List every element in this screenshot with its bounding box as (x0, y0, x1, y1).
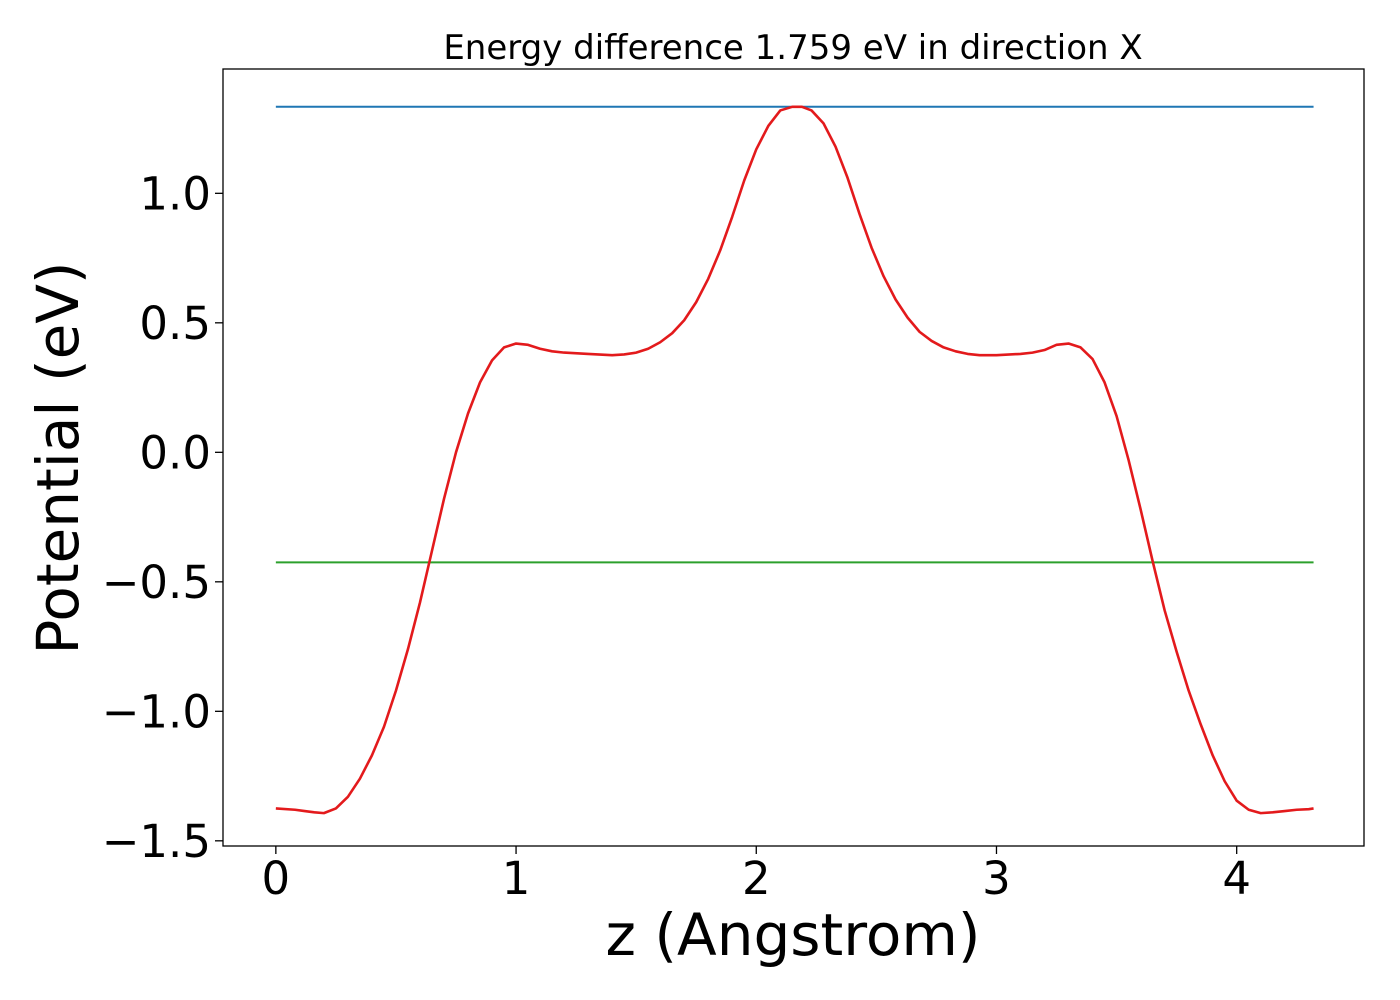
series-line-3 (275, 105, 1314, 815)
x-tick-label: 2 (742, 852, 771, 905)
x-axis-ticks: 0 1 2 3 4 (262, 846, 1251, 905)
x-tick-label: 4 (1222, 852, 1251, 905)
y-tick-label: 0.5 (139, 297, 211, 350)
x-tick-label: 1 (502, 852, 531, 905)
y-tick-label: 1.0 (139, 167, 211, 220)
plot-frame (222, 68, 1365, 847)
x-tick-label: 3 (982, 852, 1011, 905)
series-layer (275, 105, 1314, 815)
y-tick-label: −0.5 (102, 556, 211, 609)
chart-title: Energy difference 1.759 eV in direction … (443, 28, 1142, 68)
y-tick-label: −1.5 (102, 815, 211, 868)
y-tick-label: −1.0 (102, 685, 211, 738)
y-axis-ticks: −1.5 −1.0 −0.5 0.0 0.5 1.0 (102, 167, 223, 868)
y-tick-label: 0.0 (139, 426, 211, 479)
x-tick-label: 0 (262, 852, 291, 905)
y-axis-label: Potential (eV) (24, 261, 92, 654)
x-axis-label: z (Angstrom) (606, 901, 981, 969)
